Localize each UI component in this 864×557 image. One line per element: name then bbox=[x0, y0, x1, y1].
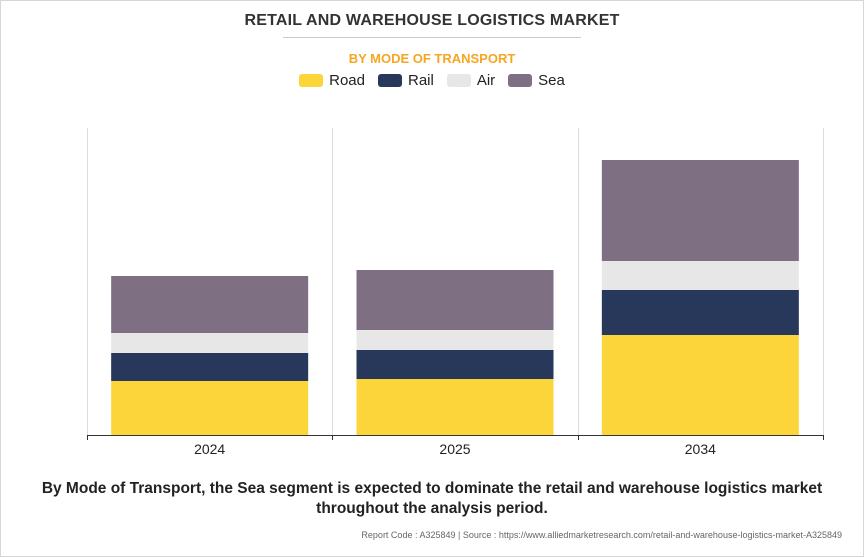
bar-sea-2025 bbox=[356, 270, 554, 330]
legend-item-road[interactable]: Road bbox=[299, 72, 365, 89]
x-tick-label-2034: 2034 bbox=[685, 441, 716, 457]
bar-rail-2024 bbox=[111, 353, 309, 381]
bar-road-2034 bbox=[601, 335, 799, 435]
legend-label-road: Road bbox=[329, 72, 365, 89]
caption-line-1: By Mode of Transport, the Sea segment is… bbox=[41, 480, 823, 497]
x-tick-label-2024: 2024 bbox=[194, 441, 225, 457]
bar-rail-2025 bbox=[356, 350, 554, 379]
legend-swatch-rail bbox=[377, 74, 402, 87]
chart-legend: Road Rail Air Sea bbox=[0, 72, 864, 89]
legend-item-air[interactable]: Air bbox=[446, 72, 496, 89]
legend-label-sea: Sea bbox=[538, 72, 565, 89]
caption-line-2: throughout the analysis period. bbox=[316, 500, 548, 517]
legend-item-sea[interactable]: Sea bbox=[508, 72, 565, 89]
bar-air-2025 bbox=[356, 330, 554, 350]
chart-subtitle: BY MODE OF TRANSPORT bbox=[348, 51, 516, 66]
x-tick-label-2025: 2025 bbox=[439, 441, 470, 457]
bar-air-2034 bbox=[601, 261, 799, 290]
bar-road-2024 bbox=[111, 381, 309, 435]
bar-rail-2034 bbox=[601, 290, 799, 335]
legend-label-rail: Rail bbox=[407, 72, 434, 89]
legend-swatch-sea bbox=[508, 74, 533, 87]
legend-swatch-air bbox=[446, 74, 471, 87]
bar-sea-2034 bbox=[601, 160, 799, 261]
bar-air-2024 bbox=[111, 333, 309, 353]
legend-item-rail[interactable]: Rail bbox=[377, 72, 434, 89]
title-divider bbox=[283, 37, 581, 38]
chart-title: RETAIL AND WAREHOUSE LOGISTICS MARKET bbox=[244, 12, 620, 29]
report-source: Report Code : A325849 | Source : https:/… bbox=[361, 530, 842, 540]
legend-label-air: Air bbox=[476, 72, 496, 89]
legend-swatch-road bbox=[299, 74, 324, 87]
chart-caption: By Mode of Transport, the Sea segment is… bbox=[20, 479, 844, 519]
stacked-bar-chart: 2024 2025 2034 bbox=[87, 128, 824, 457]
bar-road-2025 bbox=[356, 379, 554, 435]
bar-sea-2024 bbox=[111, 276, 309, 333]
